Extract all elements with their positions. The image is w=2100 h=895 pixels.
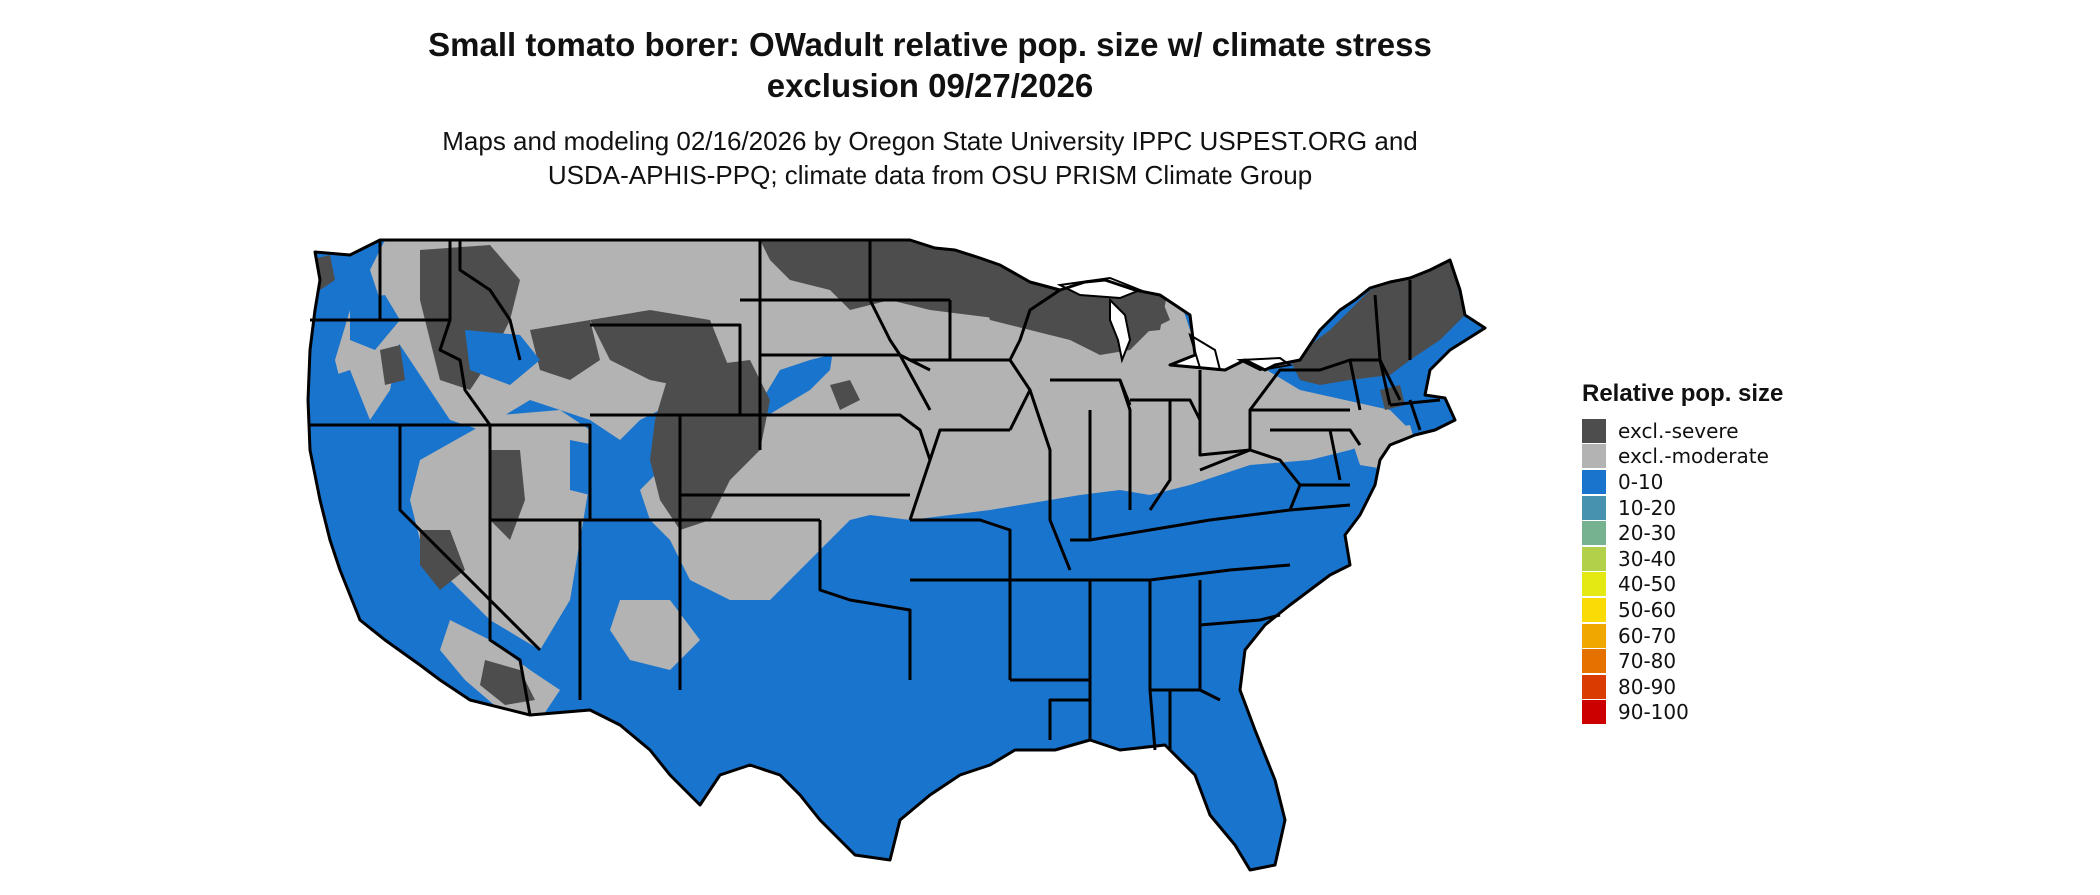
title-block: Small tomato borer: OWadult relative pop… [0,24,1860,192]
legend-item: 50-60 [1582,597,1783,623]
legend-label: 90-100 [1618,700,1689,725]
legend-item: excl.-moderate [1582,444,1783,470]
legend-swatch [1582,597,1606,622]
legend-label: 70-80 [1618,649,1677,674]
legend-label: 10-20 [1618,495,1677,520]
legend-swatch [1582,674,1606,699]
legend-swatch [1582,572,1606,597]
legend-label: excl.-severe [1618,418,1739,443]
map-title-line2: exclusion 09/27/2026 [766,67,1094,104]
legend-label: 40-50 [1618,572,1677,597]
low-zone-patches [320,295,620,500]
legend-swatch [1582,546,1606,571]
legend-swatch [1582,444,1606,469]
legend-label: 20-30 [1618,521,1677,546]
legend-label: 30-40 [1618,546,1677,571]
legend-item: 10-20 [1582,495,1783,521]
us-map [306,238,1487,872]
legend-item: 0-10 [1582,469,1783,495]
legend-title: Relative pop. size [1582,380,1784,407]
legend-label: 50-60 [1618,597,1677,622]
legend: Relative pop. size excl.-severe excl.-mod… [1582,380,1783,725]
map-subtitle-line1: Maps and modeling 02/16/2026 by Oregon S… [442,126,1418,156]
map-subtitle-line2: USDA-APHIS-PPQ; climate data from OSU PR… [547,160,1313,190]
legend-item: 80-90 [1582,674,1783,700]
legend-swatch [1582,649,1606,674]
legend-swatch [1582,521,1606,546]
legend-item: 20-30 [1582,520,1783,546]
legend-item: 40-50 [1582,572,1783,598]
map-title-line1: Small tomato borer: OWadult relative pop… [428,26,1432,63]
legend-items: excl.-severe excl.-moderate 0-10 10-20 20-30… [1582,418,1783,725]
legend-label: 60-70 [1618,623,1677,648]
legend-item: 60-70 [1582,623,1783,649]
state-borders [306,238,1487,872]
legend-swatch [1582,495,1606,520]
legend-item: 90-100 [1582,700,1783,726]
legend-label: 80-90 [1618,674,1677,699]
legend-item: 30-40 [1582,546,1783,572]
legend-swatch [1582,469,1606,494]
legend-swatch [1582,623,1606,648]
legend-label: excl.-moderate [1618,444,1769,469]
legend-swatch [1582,418,1606,443]
legend-item: 70-80 [1582,648,1783,674]
legend-label: 0-10 [1618,469,1664,494]
legend-item: excl.-severe [1582,418,1783,444]
legend-swatch [1582,700,1606,725]
